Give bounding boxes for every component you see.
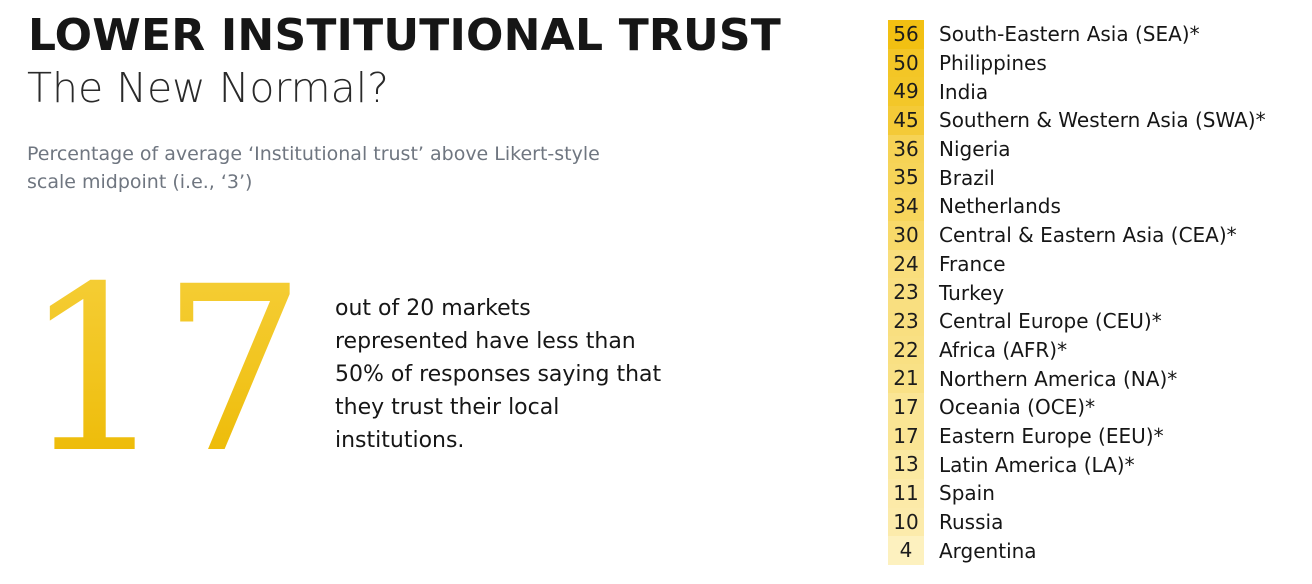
highlight-text: out of 20 markets represented have less … — [335, 296, 662, 453]
table-row: 56 South-Eastern Asia (SEA)* — [888, 20, 1308, 49]
table-row: 13 Latin America (LA)* — [888, 450, 1308, 479]
table-row: 34 Netherlands — [888, 192, 1308, 221]
row-label: Central & Eastern Asia (CEA)* — [939, 223, 1237, 248]
row-label: Nigeria — [939, 137, 1011, 162]
row-label: Argentina — [939, 538, 1037, 563]
value-cell: 23 — [888, 306, 924, 336]
value-cell: 22 — [888, 335, 924, 365]
value-cell: 24 — [888, 249, 924, 279]
table-row: 17 Oceania (OCE)* — [888, 392, 1308, 422]
row-label: Central Europe (CEU)* — [939, 309, 1162, 334]
table-row: 11 Spain — [888, 479, 1308, 508]
table-row: 23 Turkey — [888, 278, 1308, 307]
table-row: 49 India — [888, 77, 1308, 107]
highlight-number: 17 — [22, 237, 306, 503]
value-cell: 56 — [888, 20, 924, 49]
row-label: Oceania (OCE)* — [939, 395, 1096, 420]
row-label: Eastern Europe (EEU)* — [939, 423, 1164, 448]
table-row: 22 Africa (AFR)* — [888, 335, 1308, 365]
table-row: 45 Southern & Western Asia (SWA)* — [888, 106, 1308, 135]
value-cell: 4 — [888, 536, 924, 566]
table-row: 17 Eastern Europe (EEU)* — [888, 421, 1308, 451]
value-cell: 49 — [888, 77, 924, 107]
row-label: Northern America (NA)* — [939, 366, 1178, 391]
row-label: Southern & Western Asia (SWA)* — [939, 108, 1266, 133]
table-row: 50 Philippines — [888, 48, 1308, 78]
value-cell: 30 — [888, 220, 924, 250]
table-row: 4 Argentina — [888, 536, 1308, 566]
table-row: 24 France — [888, 249, 1308, 279]
value-cell: 21 — [888, 364, 924, 393]
row-label: Africa (AFR)* — [939, 337, 1068, 362]
value-cell: 13 — [888, 450, 924, 479]
row-label: Philippines — [939, 51, 1047, 76]
value-cell: 36 — [888, 134, 924, 164]
value-cell: 50 — [888, 48, 924, 78]
table-row: 10 Russia — [888, 507, 1308, 537]
table-row: 36 Nigeria — [888, 134, 1308, 164]
table-row: 21 Northern America (NA)* — [888, 364, 1308, 393]
value-cell: 45 — [888, 106, 924, 135]
row-label: South-Eastern Asia (SEA)* — [939, 22, 1200, 47]
row-label: Spain — [939, 481, 995, 506]
value-cell: 11 — [888, 479, 924, 508]
page-subtitle: The New Normal? — [27, 64, 389, 112]
chart-description: Percentage of average ‘Institutional tru… — [27, 143, 600, 193]
value-cell: 17 — [888, 392, 924, 422]
row-label: France — [939, 251, 1006, 276]
row-label: Latin America (LA)* — [939, 452, 1135, 477]
table-row: 30 Central & Eastern Asia (CEA)* — [888, 220, 1308, 250]
value-cell: 23 — [888, 278, 924, 307]
row-label: India — [939, 79, 989, 104]
value-cell: 34 — [888, 192, 924, 221]
table-row: 35 Brazil — [888, 163, 1308, 193]
trust-ranking-table: 56 South-Eastern Asia (SEA)* 50 Philippines… — [888, 20, 1308, 566]
value-cell: 35 — [888, 163, 924, 193]
page-title: LOWER INSTITUTIONAL TRUST — [28, 10, 782, 61]
row-label: Netherlands — [939, 194, 1061, 219]
row-label: Brazil — [939, 165, 995, 190]
value-cell: 10 — [888, 507, 924, 537]
row-label: Russia — [939, 510, 1004, 535]
table-row: 23 Central Europe (CEU)* — [888, 306, 1308, 336]
value-cell: 17 — [888, 421, 924, 451]
row-label: Turkey — [939, 280, 1005, 305]
